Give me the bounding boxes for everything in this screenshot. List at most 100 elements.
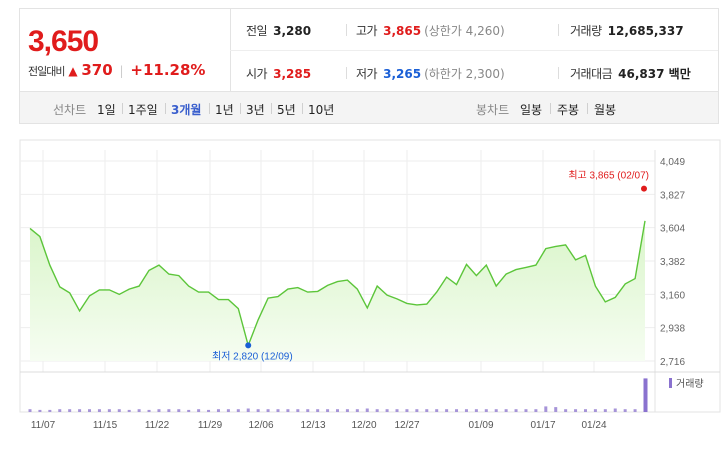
- tab-divider: [550, 103, 551, 114]
- y-tick-label: 3,827: [660, 190, 685, 201]
- open-cell: 시가 3,285: [246, 65, 311, 82]
- volume-bar: [97, 409, 101, 412]
- up-arrow-icon: ▲: [68, 64, 78, 78]
- chart-period-tabbar: 선차트 1일 1주일 3개월 1년 3년 5년 10년 봉차트 일봉 주봉 월봉: [19, 92, 719, 124]
- volume-bar: [643, 378, 648, 412]
- tab-candle-daily[interactable]: 일봉: [520, 103, 543, 117]
- volume-bar: [365, 408, 369, 412]
- volume-bar: [455, 409, 459, 412]
- volume-bar: [583, 409, 587, 412]
- volume-value: 12,685,337: [607, 24, 684, 38]
- change-rate: +11.28%: [130, 61, 206, 79]
- trade-amount-label: 거래대금: [570, 67, 613, 81]
- volume-bar: [425, 409, 429, 412]
- volume-bar: [355, 409, 359, 412]
- x-tick-label: 11/29: [198, 420, 223, 431]
- volume-bar: [336, 409, 339, 412]
- prev-close-label: 전일: [246, 24, 268, 38]
- volume-bar: [395, 409, 399, 412]
- tab-divider: [587, 103, 588, 114]
- volume-bar: [385, 409, 389, 412]
- current-price: 3,650: [28, 25, 99, 58]
- x-tick-label: 01/24: [581, 420, 606, 431]
- volume-bar: [48, 409, 52, 412]
- x-tick-label: 12/06: [248, 420, 273, 431]
- volume-bar: [216, 409, 220, 412]
- tab-divider: [165, 103, 166, 114]
- volume-bar: [38, 409, 42, 412]
- tab-period-10y[interactable]: 10년: [308, 103, 335, 117]
- y-tick-label: 2,716: [660, 357, 685, 368]
- y-tick-label: 4,049: [660, 157, 685, 168]
- x-tick-label: 11/15: [93, 420, 118, 431]
- current-price-box: 3,650 전일대비 ▲ 370 | +11.28%: [20, 9, 231, 91]
- tab-candle-weekly[interactable]: 주봉: [557, 103, 580, 117]
- volume-bar: [117, 409, 121, 412]
- max-price-marker: [641, 185, 647, 192]
- open-label: 시가: [246, 67, 268, 81]
- low-cell: 저가 3,265 (하한가 2,300): [356, 65, 505, 82]
- divider: [558, 67, 559, 79]
- high-value: 3,865: [383, 24, 422, 38]
- x-tick-label: 01/17: [530, 420, 555, 431]
- tab-divider: [209, 103, 210, 114]
- divider: [346, 24, 347, 36]
- tab-period-1d[interactable]: 1일: [97, 103, 116, 117]
- volume-bar: [28, 409, 32, 412]
- volume-bar: [445, 409, 449, 412]
- tab-period-5y[interactable]: 5년: [277, 103, 296, 117]
- min-price-label: 최저 2,820 (12/09): [212, 350, 293, 362]
- tab-period-3y[interactable]: 3년: [246, 103, 265, 117]
- tab-period-1w[interactable]: 1주일: [128, 103, 158, 117]
- line-chart-label: 선차트: [53, 103, 87, 117]
- volume-bar: [296, 409, 300, 412]
- volume-bar: [68, 409, 72, 412]
- volume-bar: [107, 409, 111, 412]
- volume-bar: [534, 409, 538, 412]
- tab-divider: [240, 103, 241, 114]
- volume-bar: [316, 409, 320, 412]
- x-tick-label: 11/07: [31, 420, 56, 431]
- x-tick-label: 12/13: [300, 420, 325, 431]
- y-tick-label: 3,160: [660, 290, 685, 301]
- low-label: 저가: [356, 67, 378, 81]
- prev-close-value: 3,280: [273, 24, 312, 38]
- volume-bar: [435, 409, 439, 412]
- trade-amount-value: 46,837 백만: [618, 67, 691, 81]
- price-line: [29, 220, 646, 348]
- change-label: 전일대비: [28, 65, 65, 78]
- volume-bar: [78, 409, 82, 412]
- volume-bar: [286, 409, 290, 412]
- volume-bar: [88, 409, 92, 412]
- volume-bar: [494, 409, 498, 412]
- volume-bar: [306, 409, 310, 412]
- tab-divider: [122, 103, 123, 114]
- tab-period-3m[interactable]: 3개월: [171, 103, 202, 117]
- tab-candle-monthly[interactable]: 월봉: [594, 103, 617, 117]
- price-area: [30, 220, 645, 361]
- volume-bar: [405, 409, 409, 412]
- volume-bar: [464, 409, 468, 412]
- volume-bar: [633, 409, 637, 412]
- volume-bar: [564, 409, 568, 412]
- trade-amount-cell: 거래대금 46,837 백만: [570, 65, 691, 82]
- volume-bar: [415, 409, 419, 412]
- volume-bar: [197, 409, 201, 412]
- volume-bar: [266, 409, 270, 412]
- volume-bar: [58, 409, 62, 412]
- tab-period-1y[interactable]: 1년: [215, 103, 234, 117]
- chart-frame: [19, 139, 721, 413]
- volume-bar: [474, 409, 478, 412]
- tab-divider: [302, 103, 303, 114]
- low-value: 3,265: [383, 67, 422, 81]
- x-tick-label: 12/20: [351, 420, 376, 431]
- divider: [346, 67, 347, 79]
- y-tick-label: 3,604: [660, 224, 685, 235]
- volume-bar: [554, 407, 558, 412]
- volume-bar: [226, 409, 230, 412]
- x-tick-label: 01/09: [468, 420, 493, 431]
- prev-close-cell: 전일 3,280: [246, 22, 311, 39]
- volume-label: 거래량: [570, 24, 602, 38]
- volume-bar: [623, 409, 627, 412]
- volume-bar: [157, 409, 161, 412]
